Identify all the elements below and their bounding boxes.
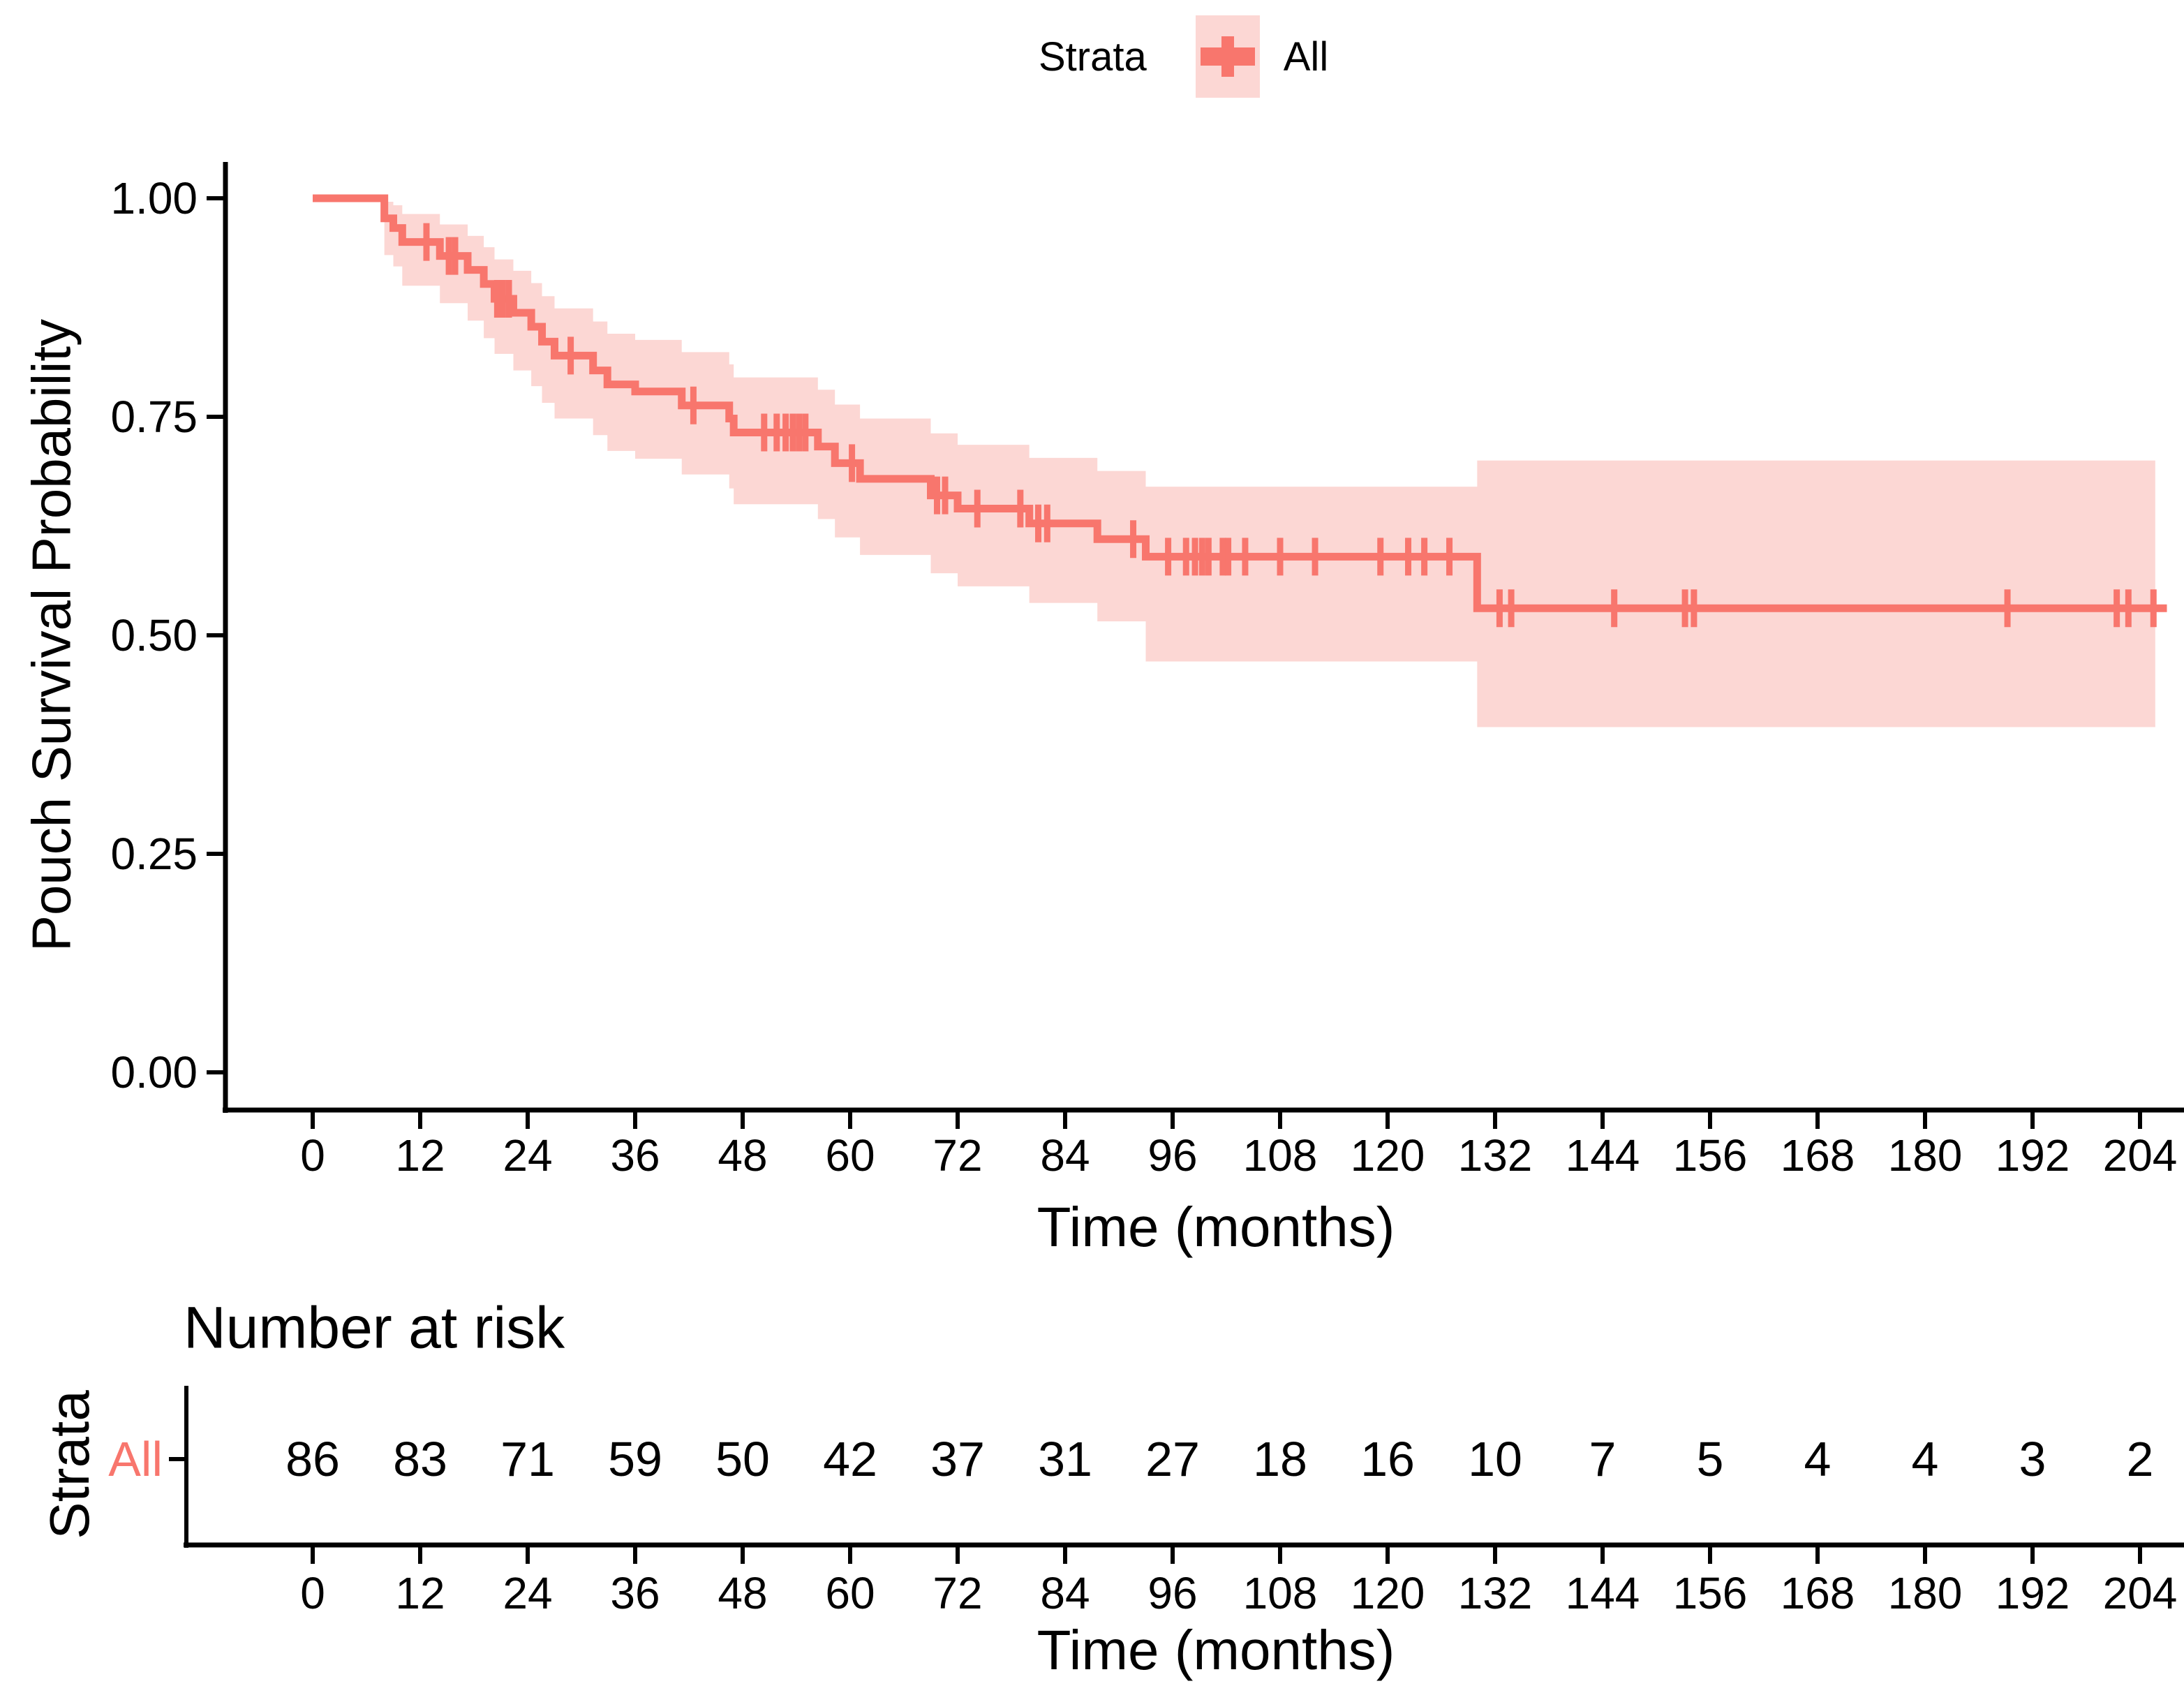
x-tick-label: 132 (1458, 1130, 1533, 1181)
x-tick-label: 168 (1781, 1130, 1855, 1181)
risk-x-tick-label: 60 (825, 1568, 875, 1618)
x-tick-label: 24 (503, 1130, 552, 1181)
risk-count: 4 (1804, 1432, 1832, 1486)
x-tick-label: 36 (610, 1130, 660, 1181)
legend-key-swatch (1195, 15, 1260, 98)
x-tick-label: 180 (1888, 1130, 1963, 1181)
risk-count: 4 (1912, 1432, 1939, 1486)
risk-x-tick-label: 108 (1243, 1568, 1318, 1618)
risk-count: 16 (1360, 1432, 1415, 1486)
x-tick-label: 108 (1243, 1130, 1318, 1181)
risk-count: 42 (823, 1432, 877, 1486)
x-tick-label: 120 (1351, 1130, 1425, 1181)
risk-x-tick-label: 84 (1040, 1568, 1090, 1618)
x-tick-label: 48 (718, 1130, 767, 1181)
y-tick-label: 0.00 (110, 1047, 198, 1097)
risk-count: 37 (930, 1432, 985, 1486)
risk-count: 7 (1589, 1432, 1617, 1486)
risk-count: 59 (608, 1432, 662, 1486)
risk-count: 10 (1468, 1432, 1522, 1486)
risk-x-tick-label: 180 (1888, 1568, 1963, 1618)
risk-x-tick-label: 168 (1781, 1568, 1855, 1618)
y-tick-label: 1.00 (110, 173, 198, 223)
risk-x-tick-label: 156 (1673, 1568, 1748, 1618)
x-tick-label: 204 (2103, 1130, 2178, 1181)
y-tick-label: 0.25 (110, 829, 198, 879)
x-tick-label: 72 (933, 1130, 982, 1181)
risk-table-axis-title: Strata (38, 1390, 101, 1539)
x-tick-label: 96 (1147, 1130, 1197, 1181)
risk-count: 3 (2019, 1432, 2046, 1486)
risk-count: 71 (500, 1432, 555, 1486)
x-tick-label: 0 (300, 1130, 325, 1181)
risk-table-x-axis-title: Time (months) (1037, 1619, 1395, 1681)
x-axis-title: Time (months) (1037, 1196, 1395, 1258)
risk-x-tick-label: 144 (1566, 1568, 1640, 1618)
risk-count: 50 (715, 1432, 770, 1486)
x-tick-label: 60 (825, 1130, 875, 1181)
confidence-band (313, 198, 2155, 727)
x-tick-label: 12 (395, 1130, 445, 1181)
x-tick-label: 192 (1996, 1130, 2070, 1181)
legend-item-all: All (1283, 34, 1329, 80)
risk-x-tick-label: 72 (933, 1568, 982, 1618)
risk-x-tick-label: 36 (610, 1568, 660, 1618)
risk-count: 86 (285, 1432, 340, 1486)
risk-x-tick-label: 96 (1147, 1568, 1197, 1618)
y-axis-title: Pouch Survival Probability (20, 318, 82, 952)
x-tick-label: 84 (1040, 1130, 1090, 1181)
risk-x-tick-label: 132 (1458, 1568, 1533, 1618)
risk-x-tick-label: 192 (1996, 1568, 2070, 1618)
risk-count: 5 (1697, 1432, 1724, 1486)
risk-count: 27 (1145, 1432, 1200, 1486)
risk-table-title: Number at risk (184, 1294, 565, 1361)
risk-count: 2 (2127, 1432, 2154, 1486)
survival-curve (313, 194, 2167, 612)
risk-x-tick-label: 204 (2103, 1568, 2178, 1618)
risk-x-tick-label: 120 (1351, 1568, 1425, 1618)
legend-title: Strata (1039, 34, 1147, 80)
plus-cross-icon (1195, 15, 1260, 98)
x-tick-label: 156 (1673, 1130, 1748, 1181)
risk-count: 83 (393, 1432, 447, 1486)
risk-x-tick-label: 48 (718, 1568, 767, 1618)
risk-count: 31 (1038, 1432, 1092, 1486)
risk-x-tick-label: 12 (395, 1568, 445, 1618)
risk-x-tick-label: 24 (503, 1568, 552, 1618)
x-tick-label: 144 (1566, 1130, 1640, 1181)
risk-x-tick-label: 0 (300, 1568, 325, 1618)
y-tick-label: 0.50 (110, 610, 198, 660)
legend: Strata All (1039, 14, 1328, 99)
risk-row-label: All (108, 1432, 163, 1486)
risk-count: 18 (1253, 1432, 1307, 1486)
y-tick-label: 0.75 (110, 392, 198, 442)
